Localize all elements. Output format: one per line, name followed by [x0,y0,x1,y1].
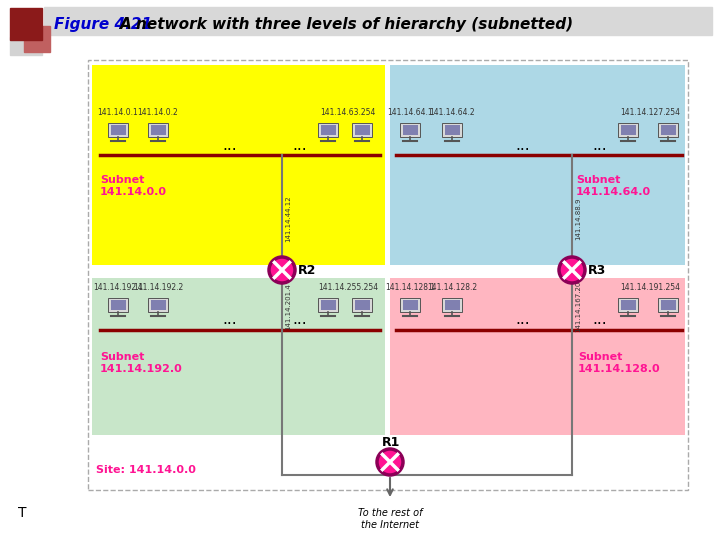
Bar [660,125,675,135]
Text: 141.14.63.254: 141.14.63.254 [320,108,376,117]
Text: 141.14.128.1: 141.14.128.1 [385,283,435,292]
Bar [400,123,420,137]
Text: Figure 4.21: Figure 4.21 [54,17,152,31]
Bar [10,8,42,40]
Bar [444,300,459,310]
Bar [318,123,338,137]
Bar [618,123,638,137]
Text: ...: ... [516,313,531,327]
Bar [148,298,168,312]
Bar [150,125,166,135]
Text: ...: ... [293,138,307,152]
Text: 141.14.44.12: 141.14.44.12 [285,195,291,242]
Text: 141.14.127.254: 141.14.127.254 [620,108,680,117]
Text: Subnet
141.14.64.0: Subnet 141.14.64.0 [576,175,651,197]
Text: 141.14.128.2: 141.14.128.2 [427,283,477,292]
Text: ...: ... [516,138,531,152]
Bar [110,125,125,135]
Text: 141.14.0.2: 141.14.0.2 [138,108,179,117]
Bar [442,298,462,312]
Bar [352,298,372,312]
Text: 141.14.191.254: 141.14.191.254 [620,283,680,292]
Text: R1: R1 [382,435,400,449]
Text: Subnet
141.14.192.0: Subnet 141.14.192.0 [100,352,183,374]
Text: 141.14.201.4: 141.14.201.4 [285,283,291,330]
Text: R2: R2 [298,264,316,276]
Bar [10,37,42,55]
Bar [621,125,636,135]
Bar [44,7,712,35]
Bar [320,125,336,135]
Bar [658,298,678,312]
Bar [320,300,336,310]
Bar [148,123,168,137]
Bar [402,300,418,310]
Text: Site: 141.14.0.0: Site: 141.14.0.0 [96,465,196,475]
Bar [92,278,385,435]
Text: 141.14.192.2: 141.14.192.2 [133,283,183,292]
Text: 141.14.0.1: 141.14.0.1 [98,108,138,117]
Text: ...: ... [222,138,238,152]
Bar [354,300,369,310]
Bar [444,125,459,135]
Bar [400,298,420,312]
Circle shape [269,257,295,283]
Bar [390,278,685,435]
Text: ...: ... [293,313,307,327]
Text: ...: ... [593,138,607,152]
Bar [92,65,385,265]
Bar [110,300,125,310]
Bar [658,123,678,137]
Text: A network with three levels of hierarchy (subnetted): A network with three levels of hierarchy… [120,17,574,31]
Bar [621,300,636,310]
Bar [618,298,638,312]
Bar [442,123,462,137]
Bar [390,65,685,265]
Bar [354,125,369,135]
Text: ...: ... [593,313,607,327]
Text: Subnet
141.14.128.0: Subnet 141.14.128.0 [578,352,661,374]
Text: 141.14.192.1: 141.14.192.1 [93,283,143,292]
Bar [108,123,128,137]
Circle shape [377,449,403,475]
Bar [88,60,688,490]
Bar [318,298,338,312]
Bar [660,300,675,310]
Bar [108,298,128,312]
Text: To the rest of
the Internet: To the rest of the Internet [358,508,422,530]
Text: 141.14.64.2: 141.14.64.2 [429,108,474,117]
Bar [352,123,372,137]
Bar [402,125,418,135]
Text: R3: R3 [588,264,606,276]
Text: Subnet
141.14.0.0: Subnet 141.14.0.0 [100,175,167,197]
Text: 141.14.167.20: 141.14.167.20 [575,281,581,332]
Bar [24,26,50,52]
Text: 141.14.255.254: 141.14.255.254 [318,283,378,292]
Text: 141.14.64.1: 141.14.64.1 [387,108,433,117]
Circle shape [559,257,585,283]
Text: 141.14.88.9: 141.14.88.9 [575,198,581,240]
Text: ...: ... [222,313,238,327]
Bar [150,300,166,310]
Text: T: T [18,506,27,520]
